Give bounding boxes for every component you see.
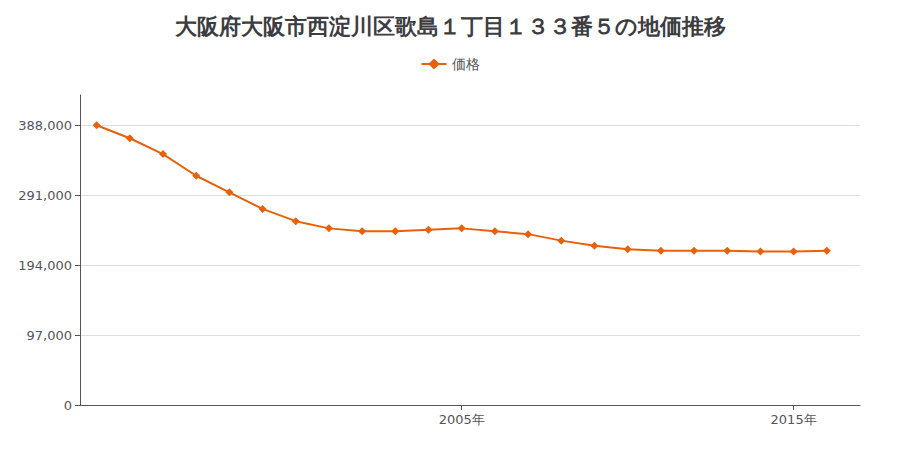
svg-text:0: 0 — [64, 398, 72, 413]
svg-text:291,000: 291,000 — [18, 188, 72, 203]
svg-text:194,000: 194,000 — [18, 258, 72, 273]
svg-text:2005年: 2005年 — [439, 412, 485, 427]
svg-text:価格: 価格 — [452, 56, 480, 72]
svg-text:2015年: 2015年 — [771, 412, 817, 427]
svg-text:大阪府大阪市西淀川区歌島１丁目１３３番５の地価推移: 大阪府大阪市西淀川区歌島１丁目１３３番５の地価推移 — [175, 14, 726, 39]
svg-text:388,000: 388,000 — [18, 118, 72, 133]
svg-text:97,000: 97,000 — [27, 328, 73, 343]
